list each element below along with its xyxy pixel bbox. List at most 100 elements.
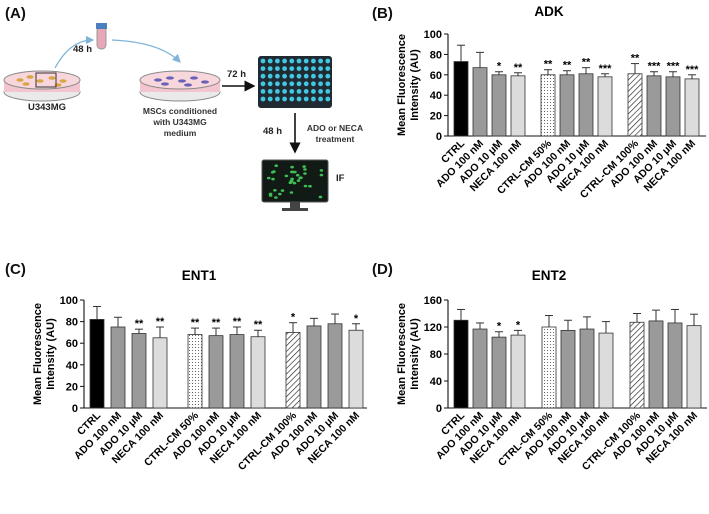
panel-label-a: (A) bbox=[5, 5, 26, 22]
bar bbox=[250, 336, 266, 409]
bar bbox=[667, 322, 683, 409]
msc-dish-icon bbox=[139, 70, 221, 102]
bar bbox=[348, 329, 364, 409]
bar bbox=[208, 335, 224, 409]
bar bbox=[285, 332, 301, 409]
significance-marker: ** bbox=[563, 60, 572, 72]
y-tick-label: 80 bbox=[430, 349, 442, 361]
treatment-label-line2: treatment bbox=[315, 134, 355, 144]
significance-marker: ** bbox=[191, 317, 200, 329]
significance-marker: *** bbox=[599, 63, 613, 75]
monitor-icon bbox=[261, 159, 329, 211]
time-label-48h: 48 h bbox=[73, 44, 93, 55]
y-tick-label: 60 bbox=[430, 70, 442, 82]
test-tube-icon bbox=[96, 23, 107, 50]
y-tick-label: 160 bbox=[424, 295, 442, 307]
bar bbox=[665, 76, 681, 137]
y-tick-label: 100 bbox=[60, 295, 78, 307]
bar bbox=[598, 332, 614, 409]
y-tick-label: 0 bbox=[436, 403, 442, 415]
msc-label-line2: with U343MG bbox=[153, 117, 207, 127]
y-tick-label: 40 bbox=[66, 360, 78, 372]
bar bbox=[152, 337, 168, 409]
bar bbox=[629, 321, 645, 409]
bar bbox=[187, 334, 203, 409]
significance-marker: ** bbox=[254, 319, 263, 331]
significance-marker: *** bbox=[686, 64, 700, 76]
bar bbox=[560, 329, 576, 409]
significance-marker: * bbox=[354, 313, 359, 325]
bar bbox=[540, 74, 556, 137]
bar bbox=[648, 320, 664, 409]
bar bbox=[686, 325, 702, 409]
y-tick-label: 80 bbox=[430, 49, 442, 61]
bar bbox=[453, 319, 469, 409]
well-plate-icon bbox=[258, 56, 332, 108]
y-tick-label: 60 bbox=[66, 338, 78, 350]
bar bbox=[89, 319, 105, 409]
y-tick-label: 0 bbox=[72, 403, 78, 415]
bar bbox=[110, 326, 126, 409]
bar bbox=[491, 74, 507, 137]
msc-label-line3: medium bbox=[163, 128, 197, 138]
y-axis-label: Mean FluorescenceIntensity (AU) bbox=[396, 303, 421, 405]
y-tick-label: 20 bbox=[430, 111, 442, 123]
readout-label: IF bbox=[336, 173, 345, 184]
bar bbox=[131, 333, 147, 409]
y-tick-label: 40 bbox=[430, 376, 442, 388]
msc-label-line1: MSCs conditioned bbox=[142, 106, 218, 116]
bar bbox=[541, 326, 557, 409]
bar bbox=[627, 73, 643, 137]
y-tick-label: 120 bbox=[424, 322, 442, 334]
cell-line-label: U343MG bbox=[28, 102, 67, 113]
panel-label-c: (C) bbox=[5, 261, 26, 278]
y-tick-label: 40 bbox=[430, 90, 442, 102]
treatment-label-line1: ADO or NECA bbox=[306, 123, 364, 133]
y-tick-label: 100 bbox=[424, 29, 442, 41]
significance-marker: ** bbox=[582, 57, 591, 69]
y-tick-label: 20 bbox=[66, 381, 78, 393]
bar bbox=[559, 74, 575, 137]
time-label-48h-second: 48 h bbox=[263, 126, 283, 137]
experiment-schematic bbox=[3, 23, 332, 211]
bar bbox=[510, 75, 526, 137]
bar bbox=[453, 61, 469, 137]
panel-label-d: (D) bbox=[372, 261, 393, 278]
culture-dish-icon bbox=[3, 70, 81, 102]
significance-marker: ** bbox=[544, 59, 553, 71]
y-tick-label: 0 bbox=[436, 131, 442, 143]
bar bbox=[684, 78, 700, 137]
chart-title: ENT2 bbox=[532, 268, 567, 283]
bar bbox=[646, 75, 662, 137]
significance-marker: ** bbox=[514, 62, 523, 74]
chart-ent1: ENT1 Mean FluorescenceIntensity (AU) 0 20 40… bbox=[32, 268, 367, 473]
bar bbox=[510, 334, 526, 409]
significance-marker: * bbox=[516, 319, 521, 331]
bar bbox=[472, 67, 488, 137]
significance-marker: ** bbox=[233, 316, 242, 328]
y-axis-label: Mean FluorescenceIntensity (AU) bbox=[396, 34, 421, 136]
chart-ent2: ENT2 Mean FluorescenceIntensity (AU) 0 40 80… bbox=[396, 268, 707, 473]
panel-label-b: (B) bbox=[372, 5, 393, 22]
significance-marker: *** bbox=[667, 61, 681, 73]
y-tick-label: 80 bbox=[66, 317, 78, 329]
significance-marker: ** bbox=[135, 318, 144, 330]
bar bbox=[306, 325, 322, 409]
chart-title: ENT1 bbox=[182, 268, 217, 283]
bar bbox=[327, 323, 343, 409]
bar bbox=[491, 336, 507, 409]
significance-marker: ** bbox=[631, 53, 640, 65]
significance-marker: *** bbox=[648, 61, 662, 73]
significance-marker: ** bbox=[156, 316, 165, 328]
bar bbox=[229, 334, 245, 409]
significance-marker: * bbox=[291, 312, 296, 324]
bar bbox=[579, 328, 595, 409]
bar bbox=[597, 76, 613, 137]
bar bbox=[472, 328, 488, 409]
significance-marker: ** bbox=[212, 317, 221, 329]
significance-marker: * bbox=[497, 321, 502, 333]
time-label-72h: 72 h bbox=[227, 69, 247, 80]
chart-title: ADK bbox=[534, 4, 563, 19]
significance-marker: * bbox=[497, 61, 502, 73]
y-axis-label: Mean FluorescenceIntensity (AU) bbox=[32, 303, 57, 405]
